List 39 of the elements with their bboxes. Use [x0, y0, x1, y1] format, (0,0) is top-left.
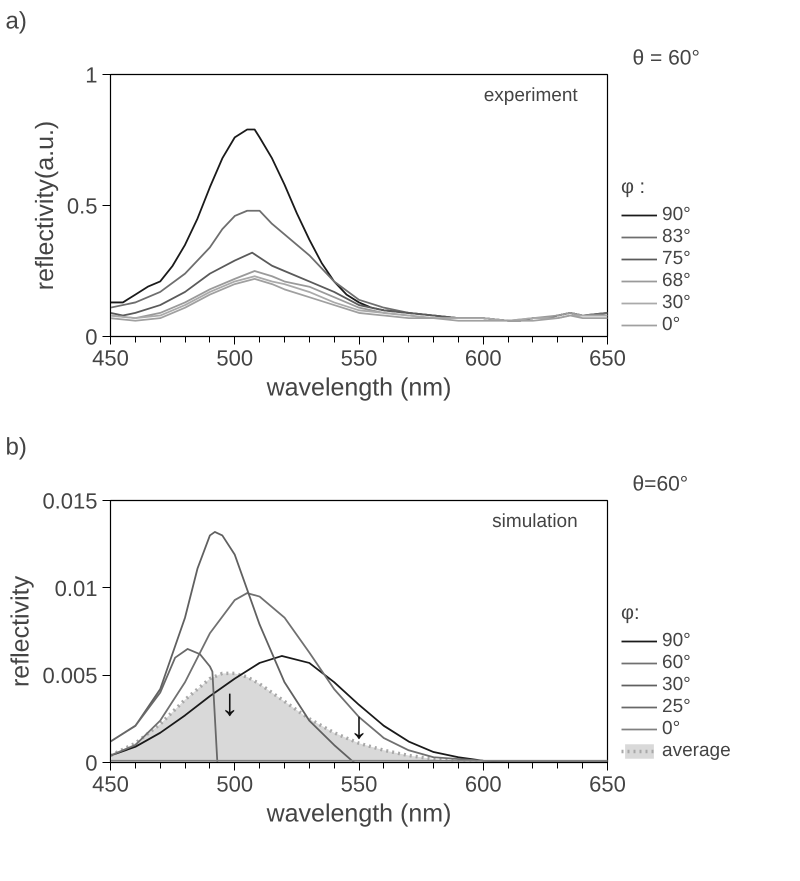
- y-tick-label: 0.015: [42, 488, 98, 514]
- legend-label: 0°: [662, 718, 682, 740]
- y-tick-label: 0.005: [42, 663, 98, 688]
- legend-label: 30°: [662, 674, 691, 696]
- y-tick-label: 0.5: [66, 194, 98, 218]
- x-tick-label: 550: [340, 346, 378, 370]
- legend-title: φ:: [621, 602, 641, 625]
- x-tick-label: 500: [216, 346, 254, 370]
- legend-label: 90°: [662, 630, 691, 652]
- chart-title: a): [6, 8, 27, 34]
- legend-label: 68°: [662, 270, 691, 292]
- x-tick-label: 600: [464, 346, 502, 370]
- x-tick-label: 650: [589, 772, 626, 796]
- legend-title: φ :: [621, 176, 646, 199]
- legend-label: 75°: [662, 248, 691, 270]
- legend-label: average: [662, 740, 731, 762]
- legend-label: 60°: [662, 652, 691, 674]
- x-tick-label: 550: [340, 772, 378, 796]
- text: θ=60°: [632, 472, 688, 496]
- x-tick-label: 650: [589, 346, 626, 370]
- y-tick-label: 0.01: [54, 576, 98, 601]
- x-axis-title: wavelength (nm): [266, 374, 452, 402]
- annotation: ↓: [220, 682, 240, 724]
- y-axis-title: reflectivity: [6, 575, 34, 688]
- y-tick-label: 1: [85, 62, 98, 88]
- y-axis-title: reflectivity(a.u.): [30, 120, 59, 290]
- legend-label: 90°: [662, 204, 691, 226]
- annotation: simulation: [492, 510, 578, 532]
- x-tick-label: 500: [216, 772, 254, 796]
- x-tick-label: 600: [464, 772, 502, 796]
- chart-title: b): [6, 434, 27, 460]
- text: θ = 60°: [632, 46, 700, 70]
- legend-label: 0°: [662, 314, 682, 336]
- annotation: experiment: [484, 84, 578, 106]
- x-axis-title: wavelength (nm): [266, 800, 452, 828]
- legend-label: 83°: [662, 226, 691, 248]
- legend-label: 30°: [662, 292, 691, 314]
- legend-label: 25°: [662, 696, 691, 718]
- annotation: ↓: [350, 704, 368, 747]
